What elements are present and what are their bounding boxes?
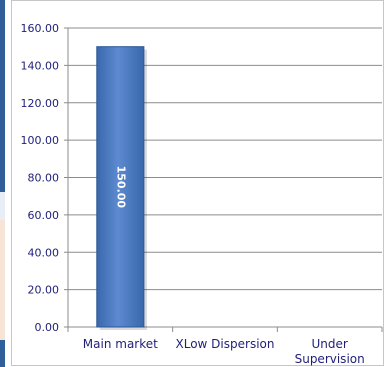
y-tick-label: 160.00 (21, 22, 60, 35)
y-tick-label: 0.00 (35, 321, 60, 334)
left-strip-segment (0, 220, 5, 340)
y-tick-labels: 0.00 20.00 40.00 60.00 80.00 100.00 120.00 140.… (21, 22, 60, 334)
left-strip-segment (0, 192, 5, 220)
left-edge-strip (0, 0, 5, 367)
left-strip-segment (0, 340, 5, 367)
x-tick-labels: Main market XLow Dispersion Under Supervisi… (83, 337, 365, 366)
x-tick-label: XLow Dispersion (176, 337, 275, 351)
y-tick-label: 60.00 (28, 209, 60, 222)
x-tick-label: Under Supervision (295, 337, 365, 366)
data-labels: 150.00 (114, 166, 127, 209)
left-strip-segment (0, 0, 5, 192)
y-tick-label: 120.00 (21, 97, 60, 110)
bar-chart: 0.00 20.00 40.00 60.00 80.00 100.00 120.00 140.… (21, 22, 383, 366)
chart-area: 0.00 20.00 40.00 60.00 80.00 100.00 120.00 140.… (11, 0, 384, 366)
data-label: 150.00 (114, 166, 127, 209)
y-tick-label: 20.00 (28, 284, 60, 297)
bars (96, 46, 147, 330)
x-tick-label: Main market (83, 337, 158, 351)
y-tick-label: 80.00 (28, 172, 60, 185)
y-tick-label: 100.00 (21, 134, 60, 147)
bar (96, 46, 145, 328)
y-tick-label: 40.00 (28, 246, 60, 259)
y-tick-label: 140.00 (21, 59, 60, 72)
